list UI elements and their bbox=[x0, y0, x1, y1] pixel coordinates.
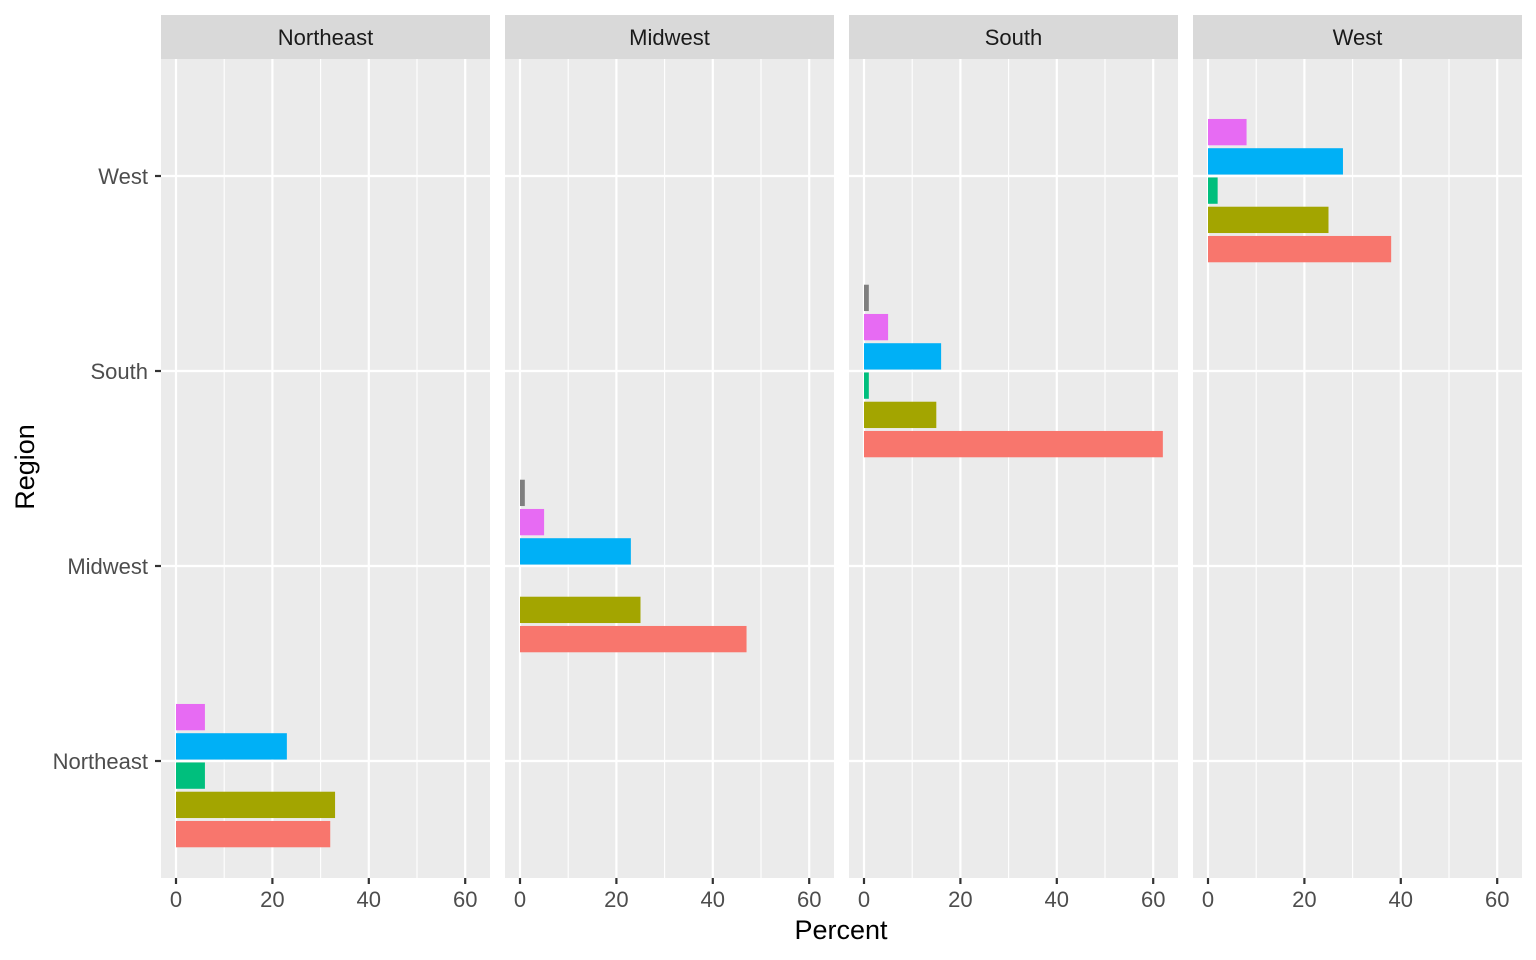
bar-northeast-level-5 bbox=[176, 703, 205, 731]
facet-strip-label: Northeast bbox=[278, 25, 373, 50]
facet-strip bbox=[505, 15, 834, 59]
bar-west-level-5 bbox=[1208, 118, 1247, 146]
facet-strip bbox=[1193, 15, 1522, 59]
facet-strip bbox=[161, 15, 490, 59]
x-tick-label: 20 bbox=[1292, 887, 1316, 912]
bar-northeast-level-2 bbox=[176, 791, 336, 819]
x-tick-label: 40 bbox=[357, 887, 381, 912]
y-axis: Northeast Midwest South West bbox=[53, 164, 161, 774]
y-axis-title: Region bbox=[10, 424, 40, 510]
x-tick-label: 0 bbox=[1202, 887, 1214, 912]
x-tick-label: 20 bbox=[604, 887, 628, 912]
facet-strip-label: Midwest bbox=[629, 25, 710, 50]
y-tick-label: West bbox=[98, 164, 148, 189]
bar-west-level-3 bbox=[1208, 177, 1218, 204]
bar-west-level-1 bbox=[1208, 235, 1392, 263]
panel-background bbox=[849, 59, 1178, 878]
x-tick-label: 20 bbox=[260, 887, 284, 912]
facet-panels: Northeast 0 20 40 60 Midwest 0 20 40 60 South 0 20 40… bbox=[161, 15, 1522, 912]
facet-strip-label: South bbox=[985, 25, 1043, 50]
facet-strip-label: West bbox=[1333, 25, 1383, 50]
bar-northeast-level-1 bbox=[176, 820, 331, 848]
bar-northeast-level-4 bbox=[176, 733, 287, 760]
bar-west-level-4 bbox=[1208, 148, 1343, 175]
panel-background bbox=[505, 59, 834, 878]
x-tick-label: 0 bbox=[858, 887, 870, 912]
bar-south-level-2 bbox=[864, 401, 937, 429]
facet-panel-midwest: Midwest 0 20 40 60 bbox=[505, 15, 834, 912]
x-axis-title: Percent bbox=[794, 915, 888, 945]
bar-midwest-level-4 bbox=[520, 538, 631, 565]
y-tick-label: Midwest bbox=[67, 554, 148, 579]
x-tick-label: 40 bbox=[1045, 887, 1069, 912]
facet-panel-south: South 0 20 40 60 bbox=[849, 15, 1178, 912]
facet-panel-west: West 0 20 40 60 bbox=[1193, 15, 1522, 912]
facet-strip bbox=[849, 15, 1178, 59]
bar-south-level-3 bbox=[864, 372, 869, 399]
x-tick-label: 0 bbox=[514, 887, 526, 912]
x-tick-label: 0 bbox=[170, 887, 182, 912]
y-tick-label: Northeast bbox=[53, 749, 148, 774]
bar-south-level-5 bbox=[864, 313, 889, 341]
bar-south-na bbox=[864, 284, 869, 312]
bar-south-level-1 bbox=[864, 430, 1163, 458]
bar-west-level-2 bbox=[1208, 206, 1329, 234]
x-tick-label: 60 bbox=[453, 887, 477, 912]
bar-midwest-level-2 bbox=[520, 596, 641, 624]
bar-south-level-4 bbox=[864, 343, 942, 370]
bar-northeast-level-3 bbox=[176, 762, 205, 789]
y-tick-label: South bbox=[91, 359, 149, 384]
x-tick-label: 40 bbox=[1389, 887, 1413, 912]
facet-panel-northeast: Northeast 0 20 40 60 bbox=[161, 15, 490, 912]
x-tick-label: 20 bbox=[948, 887, 972, 912]
x-tick-label: 60 bbox=[1485, 887, 1509, 912]
bar-midwest-level-1 bbox=[520, 625, 747, 653]
bar-midwest-level-5 bbox=[520, 508, 545, 536]
x-tick-label: 60 bbox=[1141, 887, 1165, 912]
bar-midwest-na bbox=[520, 479, 525, 507]
panel-background bbox=[1193, 59, 1522, 878]
x-tick-label: 40 bbox=[701, 887, 725, 912]
x-tick-label: 60 bbox=[797, 887, 821, 912]
